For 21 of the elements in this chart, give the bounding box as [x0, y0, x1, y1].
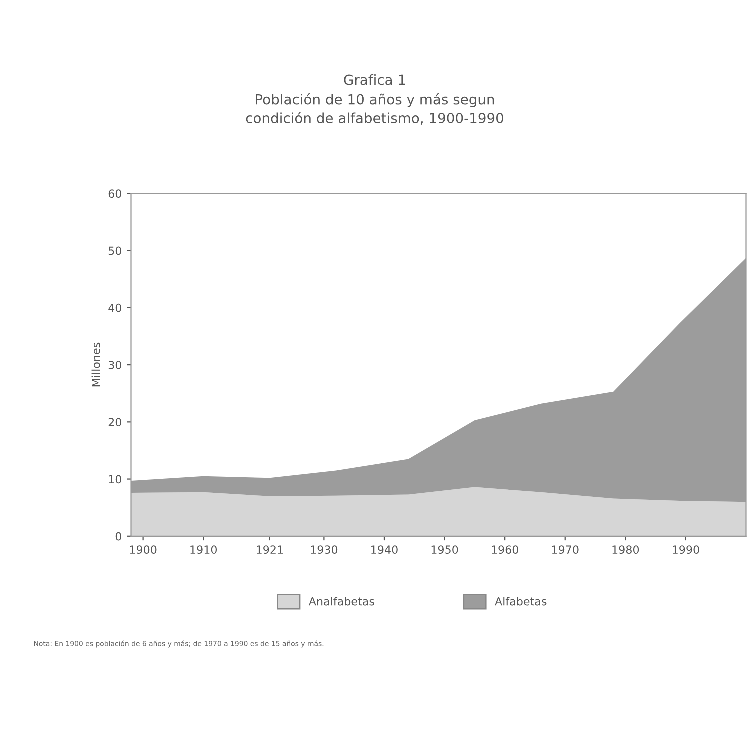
x-tick-label: 1960 — [492, 546, 518, 554]
y-tick-label: 10 — [109, 475, 122, 484]
x-tick-label: 1970 — [552, 546, 579, 554]
x-tick-label: 1930 — [311, 546, 338, 554]
y-tick-label: 50 — [108, 246, 122, 256]
y-tick-label: 30 — [108, 361, 122, 370]
y-tick-label: 60 — [108, 190, 122, 198]
x-tick-label: 1990 — [673, 546, 700, 554]
x-tick-label: 1910 — [190, 546, 218, 554]
x-tick-label: 1900 — [130, 546, 157, 554]
y-tick-label: 0 — [116, 532, 122, 541]
y-axis-title: Millones — [92, 342, 100, 387]
x-tick-label: 1940 — [372, 546, 398, 554]
legend-label: Analfabetas — [308, 597, 374, 606]
chart-title: Grafica 1 Población de 10 años y más segun condición de alfabetismo, 1900-1990 — [246, 74, 504, 125]
x-tick-label: 1921 — [257, 546, 284, 554]
x-tick-label: 1950 — [432, 546, 458, 554]
x-tick-label: 1980 — [612, 546, 640, 554]
y-tick-label: 20 — [108, 418, 122, 427]
y-tick-label: 40 — [108, 304, 122, 312]
legend-label: Alfabetas — [495, 597, 547, 606]
